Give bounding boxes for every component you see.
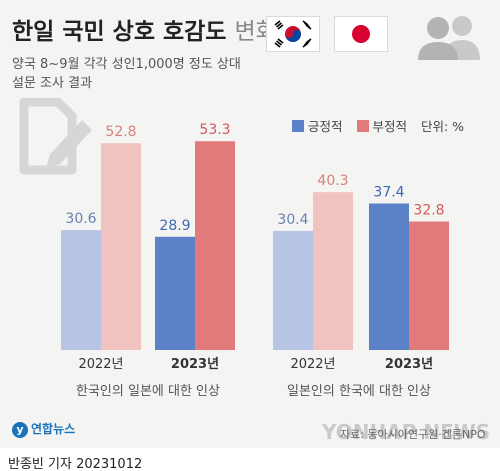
bar-chart2-1-positive: [273, 230, 313, 350]
data-label-chart2-1-negative: 40.3: [317, 173, 348, 189]
data-label-chart1-2-negative: 53.3: [199, 122, 230, 138]
survey-pencil-icon: [18, 97, 98, 176]
subtitle: 양국 8~9월 각각 성인1,000명 정도 상대 설문 조사 결과: [12, 55, 241, 93]
subtitle-line-2: 설문 조사 결과: [12, 76, 93, 91]
legend-negative: 부정적: [356, 116, 408, 135]
bar-chart2-2-positive: [369, 203, 409, 350]
category-label-chart1-1: 2022년: [78, 357, 123, 372]
legend-negative-swatch: [356, 119, 369, 132]
yonhap-logo-mark-icon: y: [12, 421, 28, 438]
category-label-chart2-1: 2022년: [290, 357, 335, 372]
data-label-chart1-1-positive: 30.6: [65, 211, 96, 227]
watermark: YONHAP NEWS: [322, 420, 491, 444]
chart-title-1: 한국인의 일본에 대한 인상: [76, 384, 220, 399]
bar-chart2-1-negative: [313, 192, 353, 350]
yonhap-logo: y 연합뉴스: [12, 420, 75, 438]
chart-title-2: 일본인의 한국에 대한 인상: [287, 384, 431, 399]
data-label-chart2-2-positive: 37.4: [373, 185, 404, 201]
title-main: 한일 국민 상호 호감도: [12, 19, 227, 45]
bar-chart1-1-positive: [61, 230, 101, 350]
bar-chart1-1-negative: [101, 143, 141, 350]
source-note: 자료: 동아시아연구원·겐론NPO: [340, 428, 486, 441]
page-title: 한일 국민 상호 호감도 변화: [12, 12, 277, 46]
legend-positive: 긍정적: [292, 116, 343, 135]
legend-unit: 단위: %: [421, 119, 465, 134]
credit-line: 반종빈 기자 20231012: [8, 457, 143, 471]
bar-chart1-2-positive: [155, 236, 195, 350]
yonhap-logo-text: 연합뉴스: [31, 422, 76, 436]
korea-flag-icon: [266, 16, 320, 52]
legend: 긍정적 부정적 단위: %: [292, 116, 464, 135]
bar-chart2-2-negative: [409, 221, 449, 350]
people-icon: [408, 12, 490, 60]
category-label-chart1-2: 2023년: [171, 357, 219, 372]
category-label-chart2-2: 2023년: [385, 357, 433, 372]
legend-negative-label: 부정적: [372, 119, 408, 134]
data-label-chart2-1-positive: 30.4: [277, 212, 308, 228]
data-label-chart1-1-negative: 52.8: [105, 124, 136, 140]
japan-flag-icon: [334, 16, 388, 52]
legend-positive-label: 긍정적: [308, 119, 343, 134]
bar-chart1-2-negative: [195, 141, 235, 350]
subtitle-line-1: 양국 8~9월 각각 성인1,000명 정도 상대: [12, 57, 241, 72]
data-label-chart2-2-negative: 32.8: [413, 203, 444, 219]
data-label-chart1-2-positive: 28.9: [159, 218, 190, 234]
legend-positive-swatch: [292, 119, 304, 132]
